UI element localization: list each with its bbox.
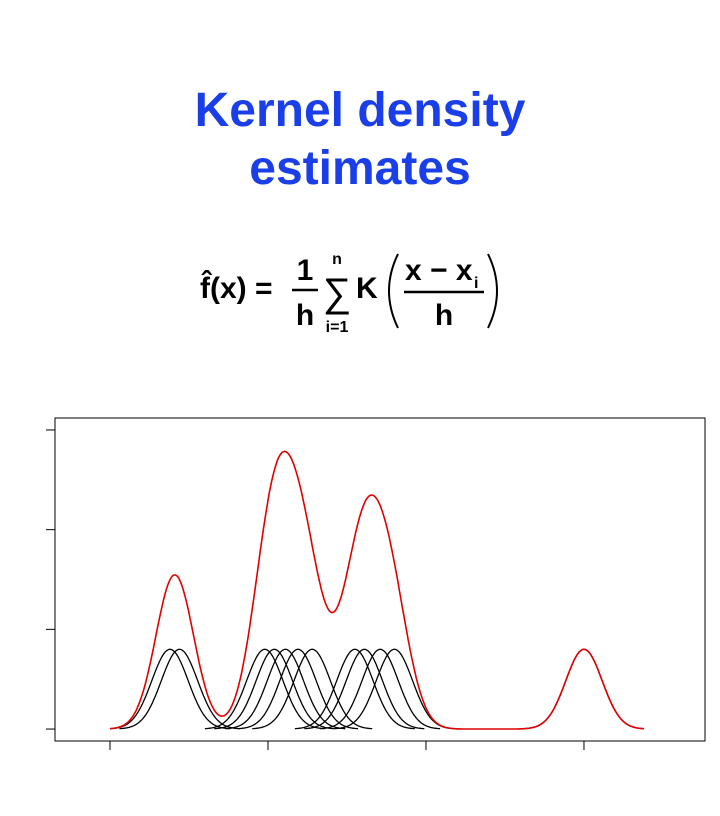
formula-denominator: h [296, 299, 314, 332]
formula-arg-denominator: h [435, 299, 453, 332]
formula: f̂(x) = 1 h ∑ n i=1 K x − x i h [200, 251, 498, 336]
kernel-curve [304, 648, 425, 730]
formula-kernel: K [356, 272, 378, 305]
kernel-curve [294, 648, 415, 730]
kernel-curve [204, 648, 325, 730]
kernel-curve [334, 648, 455, 730]
formula-sum: ∑ [323, 271, 352, 315]
formula-lhs: f̂(x) = [200, 270, 273, 305]
plot-frame [54, 417, 706, 742]
formula-numerator: 1 [297, 254, 314, 287]
kernel-curve [320, 648, 441, 730]
kernel-curve [110, 648, 231, 730]
formula-sum-upper: n [332, 251, 342, 268]
kernel-curve [523, 648, 644, 730]
formula-arg-numerator: x − x [405, 254, 473, 287]
kernel-curve [214, 648, 335, 730]
kernel-curve [119, 648, 240, 730]
paren-left [388, 253, 399, 329]
formula-arg-subscript: i [474, 275, 478, 292]
kernel-curve [252, 648, 373, 730]
kernel-curve [237, 648, 359, 730]
plot [46, 429, 644, 750]
density-curve [110, 450, 644, 730]
slide-title: Kernel density estimates [194, 84, 526, 195]
paren-right [487, 253, 498, 329]
formula-sum-lower: i=1 [326, 319, 349, 336]
